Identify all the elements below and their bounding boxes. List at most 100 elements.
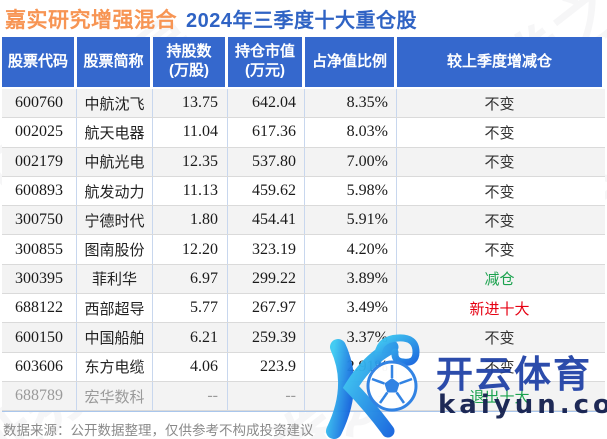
cell-net-value-pct: 4.20%	[305, 235, 397, 264]
cell-quarter-change: 退出十大	[397, 382, 602, 410]
cell-stock-code: 600760	[2, 89, 77, 118]
cell-net-value-pct: 8.35%	[305, 89, 397, 118]
cell-stock-code: 603606	[2, 352, 77, 381]
cell-quarter-change: 不变	[397, 148, 602, 176]
cell-stock-code: 300855	[2, 235, 77, 264]
cell-net-value-pct: --	[305, 381, 397, 411]
change-label: 减仓	[484, 271, 515, 289]
cell-market-value: 537.80	[228, 147, 305, 176]
cell-market-value: 323.19	[228, 235, 305, 264]
change-label: 不变	[484, 242, 515, 260]
cell-shares-held: 6.21	[153, 323, 228, 352]
cell-stock-code: 300750	[2, 206, 77, 235]
column-header-pct: 占净值比例	[305, 37, 397, 87]
cell-quarter-change: 不变	[397, 89, 602, 117]
table-row: 600150 中国船舶 6.21 259.39 3.37% 不变	[2, 323, 605, 353]
cell-net-value-pct: 3.37%	[305, 323, 397, 352]
cell-net-value-pct: 7.00%	[305, 147, 397, 176]
report-title: 2024年三季度十大重仓股	[186, 10, 417, 32]
cell-stock-code: 300395	[2, 264, 77, 294]
cell-stock-name: 航发动力	[77, 176, 153, 206]
cell-stock-name: 宁德时代	[77, 206, 153, 235]
fund-name: 嘉实研究增强混合	[5, 9, 177, 32]
cell-shares-held: 5.77	[153, 294, 228, 323]
cell-market-value: 267.97	[228, 294, 305, 323]
cell-shares-held: 12.35	[153, 147, 228, 176]
cell-net-value-pct: 3.89%	[305, 264, 397, 294]
table-row: 688789 宏华数科 -- -- -- 退出十大	[2, 381, 605, 412]
cell-shares-held: 13.75	[153, 89, 228, 118]
change-label: 新进十大	[469, 300, 530, 318]
column-header-change: 较上季度增减仓	[397, 37, 602, 87]
cell-market-value: --	[228, 381, 305, 411]
change-label: 不变	[484, 330, 515, 348]
cell-market-value: 454.41	[228, 206, 305, 235]
table-row: 603606 东方电缆 4.06 223.9 2.91% 不变	[2, 352, 605, 382]
holdings-table: 股票代码 股票简称 持股数 (万股) 持仓市值 (万元) 占净值比例 较上季度增…	[2, 37, 605, 413]
cell-stock-name: 图南股份	[77, 235, 153, 264]
cell-stock-code: 600150	[2, 323, 77, 352]
cell-market-value: 617.36	[228, 118, 305, 147]
table-row: 300855 图南股份 12.20 323.19 4.20% 不变	[2, 235, 605, 265]
cell-stock-name: 中航光电	[77, 147, 153, 176]
table-row: 002025 航天电器 11.04 617.36 8.03% 不变	[2, 118, 605, 148]
cell-stock-name: 中国船舶	[77, 323, 153, 352]
change-label: 不变	[484, 154, 515, 172]
cell-quarter-change: 不变	[397, 206, 602, 234]
cell-quarter-change: 新进十大	[397, 294, 602, 322]
table-row: 300395 菲利华 6.97 299.22 3.89% 减仓	[2, 264, 605, 295]
column-header-code: 股票代码	[2, 37, 77, 87]
cell-quarter-change: 减仓	[397, 265, 602, 293]
cell-shares-held: 12.20	[153, 235, 228, 264]
cell-quarter-change: 不变	[397, 323, 602, 351]
cell-shares-held: 4.06	[153, 352, 228, 381]
cell-net-value-pct: 5.98%	[305, 176, 397, 206]
cell-net-value-pct: 8.03%	[305, 118, 397, 147]
cell-net-value-pct: 2.91%	[305, 352, 397, 381]
cell-stock-code: 002025	[2, 118, 77, 147]
cell-quarter-change: 不变	[397, 353, 602, 381]
cell-shares-held: 11.04	[153, 118, 228, 147]
column-header-value: 持仓市值 (万元)	[228, 37, 305, 87]
cell-market-value: 299.22	[228, 264, 305, 294]
change-label: 不变	[484, 359, 515, 377]
change-label: 退出十大	[469, 388, 530, 406]
cell-shares-held: 6.97	[153, 264, 228, 294]
change-label: 不变	[484, 95, 515, 113]
table-body: 600760 中航沈飞 13.75 642.04 8.35% 不变 002025…	[2, 87, 605, 412]
change-label: 不变	[484, 124, 515, 142]
cell-quarter-change: 不变	[397, 118, 602, 146]
cell-market-value: 259.39	[228, 323, 305, 352]
cell-stock-name: 航天电器	[77, 118, 153, 147]
cell-stock-code: 688122	[2, 294, 77, 323]
cell-market-value: 459.62	[228, 176, 305, 206]
table-row: 688122 西部超导 5.77 267.97 3.49% 新进十大	[2, 294, 605, 324]
cell-stock-code: 002179	[2, 147, 77, 176]
cell-quarter-change: 不变	[397, 235, 602, 263]
change-label: 不变	[484, 183, 515, 201]
cell-shares-held: 1.80	[153, 206, 228, 235]
table-row: 300750 宁德时代 1.80 454.41 5.91% 不变	[2, 206, 605, 236]
cell-stock-code: 600893	[2, 176, 77, 206]
cell-market-value: 642.04	[228, 89, 305, 118]
table-row: 600760 中航沈飞 13.75 642.04 8.35% 不变	[2, 89, 605, 119]
cell-stock-name: 宏华数科	[77, 381, 153, 411]
cell-shares-held: --	[153, 381, 228, 411]
cell-quarter-change: 不变	[397, 177, 602, 205]
table-row: 600893 航发动力 11.13 459.62 5.98% 不变	[2, 176, 605, 207]
column-header-shares: 持股数 (万股)	[153, 37, 228, 87]
table-row: 002179 中航光电 12.35 537.80 7.00% 不变	[2, 147, 605, 177]
cell-stock-name: 西部超导	[77, 294, 153, 323]
column-header-name: 股票简称	[77, 37, 153, 87]
cell-stock-name: 中航沈飞	[77, 89, 153, 118]
cell-stock-code: 688789	[2, 381, 77, 411]
cell-net-value-pct: 3.49%	[305, 294, 397, 323]
cell-market-value: 223.9	[228, 352, 305, 381]
change-label: 不变	[484, 212, 515, 230]
cell-stock-name: 菲利华	[77, 264, 153, 294]
table-header-row: 股票代码 股票简称 持股数 (万股) 持仓市值 (万元) 占净值比例 较上季度增…	[2, 37, 605, 87]
data-source-note: 数据来源：公开数据整理，仅供参考不构成投资建议	[3, 423, 314, 438]
cell-net-value-pct: 5.91%	[305, 206, 397, 235]
page-title: 嘉实研究增强混合 2024年三季度十大重仓股	[5, 4, 417, 34]
